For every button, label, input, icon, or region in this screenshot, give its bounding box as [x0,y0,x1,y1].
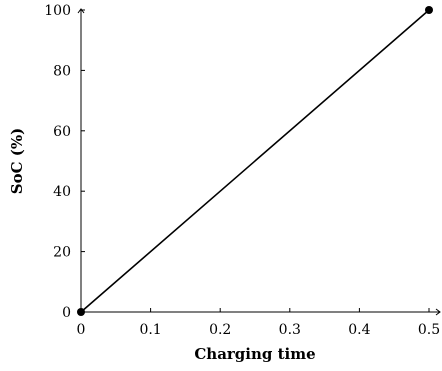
y-tick-label: 100 [44,3,71,19]
y-axis-title: SoC (%) [8,128,26,194]
x-tick-label: 0.1 [139,322,161,338]
y-tick-label: 0 [62,305,71,321]
y-ticks: 0 20 40 60 80 100 [44,3,85,321]
x-tick-label: 0.4 [348,322,370,338]
x-tick-label: 0.3 [279,322,301,338]
data-point [77,308,85,316]
y-tick-label: 60 [53,124,71,140]
x-axis-arrow [435,308,441,316]
x-tick-label: 0 [77,322,86,338]
x-tick-label: 0.2 [209,322,231,338]
y-axis-arrow [77,8,85,14]
y-tick-label: 80 [53,63,71,79]
y-tick-label: 40 [53,184,71,200]
series-layer [77,6,433,316]
series-line [80,9,430,313]
axes [77,8,441,316]
x-axis-title: Charging time [194,345,315,363]
data-point [425,6,433,14]
y-tick-label: 20 [53,245,71,261]
x-tick-label: 0.5 [418,322,440,338]
x-ticks: 0 0.1 0.2 0.3 0.4 0.5 [77,308,440,338]
